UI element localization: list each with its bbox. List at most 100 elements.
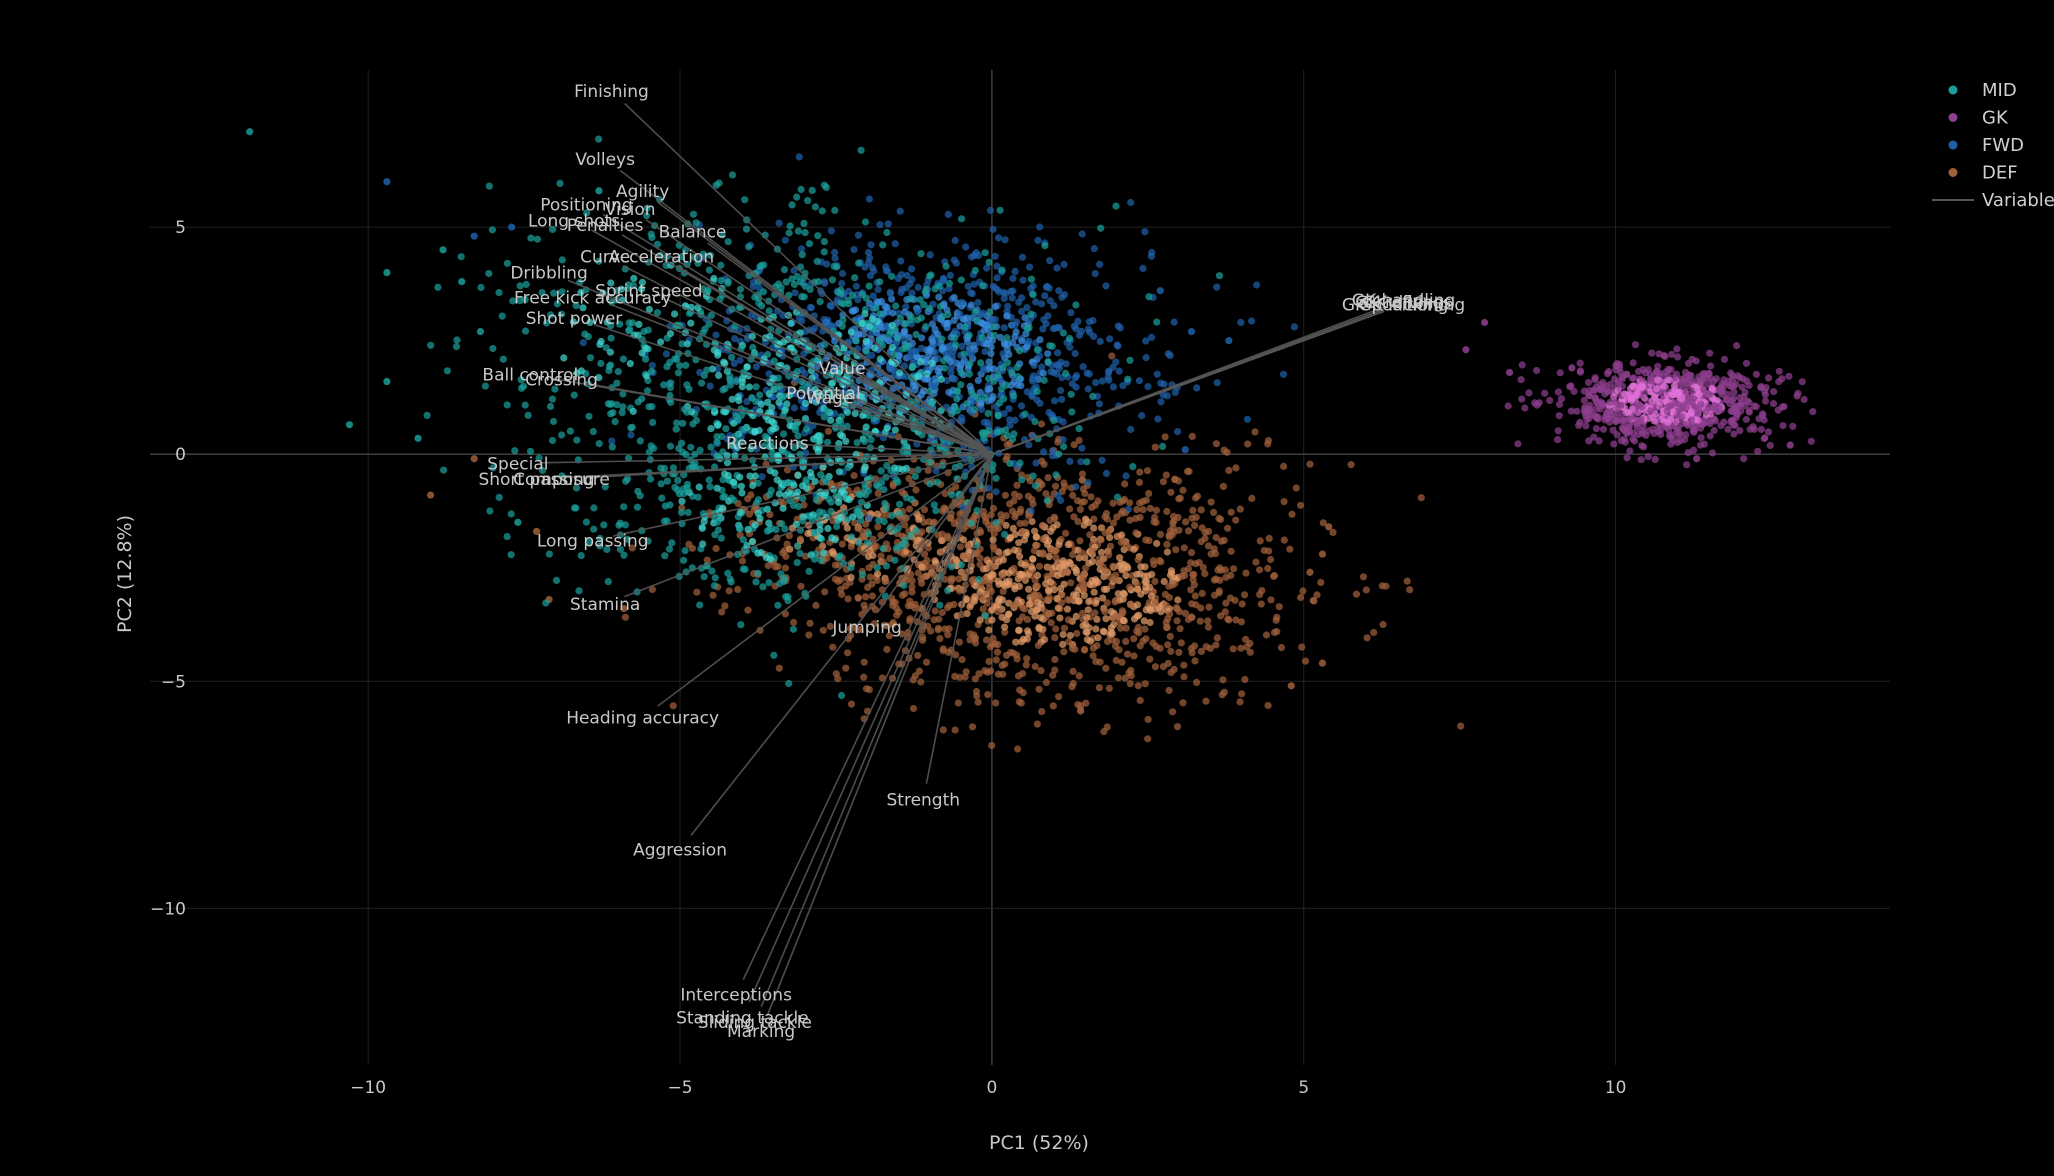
point-def (1156, 530, 1165, 539)
point-mid (1126, 356, 1134, 364)
point-def (966, 630, 974, 638)
point-gk (1742, 359, 1751, 367)
point-mid (986, 308, 994, 316)
point-gk (1555, 412, 1563, 420)
vector-label-wage: Wage (806, 388, 853, 408)
point-fwd (1098, 377, 1106, 385)
point-fwd (798, 317, 806, 325)
point-mid (797, 185, 805, 193)
point-mid (739, 565, 747, 573)
point-mid (892, 476, 901, 484)
point-def (1020, 635, 1028, 643)
point-fwd (851, 306, 860, 314)
point-mid (836, 552, 844, 560)
point-def (1038, 521, 1046, 530)
vector-balance (707, 242, 993, 455)
point-def (1221, 608, 1229, 616)
point-def (1018, 528, 1026, 536)
point-fwd (1085, 318, 1093, 326)
legend-item-mid[interactable]: MID (1948, 80, 2017, 101)
point-gk (1518, 395, 1526, 403)
vector-label-ball-control: Ball control (482, 366, 578, 386)
point-fwd (1034, 236, 1042, 244)
point-fwd (1113, 341, 1121, 349)
point-gk (1650, 429, 1658, 437)
point-mid (781, 407, 789, 415)
point-def (1153, 539, 1161, 548)
point-def (1352, 590, 1361, 598)
point-fwd (906, 353, 914, 361)
point-mid (1008, 368, 1016, 376)
point-mid (713, 484, 721, 492)
point-mid (788, 201, 796, 209)
point-def (951, 726, 959, 734)
point-def (950, 600, 958, 609)
point-gk (1638, 427, 1647, 435)
point-mid (657, 338, 665, 346)
point-def (1252, 558, 1260, 566)
point-mid (981, 249, 989, 257)
point-def (709, 591, 717, 599)
point-def (1202, 697, 1210, 705)
point-def (972, 687, 981, 696)
point-fwd (901, 308, 909, 316)
point-mid (618, 409, 626, 417)
point-mid (765, 579, 773, 587)
point-def (964, 541, 972, 550)
point-gk (1757, 425, 1765, 433)
point-mid (786, 222, 794, 230)
point-mid (520, 382, 528, 390)
point-mid (998, 266, 1006, 274)
legend-label: MID (1982, 80, 2017, 101)
point-mid (800, 219, 808, 227)
point-fwd (951, 327, 959, 335)
point-mid (700, 573, 708, 581)
point-def (1188, 514, 1196, 522)
point-def (1110, 621, 1118, 629)
point-fwd (966, 382, 974, 390)
point-fwd (1006, 416, 1014, 424)
point-def (1378, 582, 1386, 590)
point-fwd (1005, 350, 1013, 358)
point-fwd (903, 271, 911, 280)
point-def (1210, 545, 1218, 553)
point-mid (907, 316, 915, 324)
point-mid (509, 297, 517, 305)
point-def (939, 726, 947, 734)
point-mid (974, 394, 982, 402)
point-def (1164, 641, 1172, 649)
point-fwd (791, 390, 799, 398)
point-mid (738, 489, 746, 497)
point-def (1067, 579, 1075, 587)
point-fwd (934, 367, 942, 375)
point-mid (785, 679, 793, 688)
point-mid (521, 296, 529, 304)
point-def (1100, 573, 1108, 581)
point-mid (710, 274, 718, 283)
point-mid (745, 383, 753, 391)
point-def (1362, 586, 1370, 594)
point-def (1066, 505, 1074, 513)
legend-item-gk[interactable]: GK (1948, 108, 2009, 129)
point-mid (737, 482, 746, 490)
point-def (1165, 533, 1173, 541)
legend-item-def[interactable]: DEF (1948, 163, 2018, 184)
point-fwd (798, 394, 807, 402)
point-mid (678, 497, 686, 505)
point-def (1317, 578, 1325, 587)
point-gk (1604, 408, 1612, 416)
legend-item-variables[interactable]: Variables (1932, 190, 2054, 211)
point-gk (1610, 375, 1619, 383)
point-mid (888, 272, 896, 280)
point-mid (856, 392, 864, 400)
point-mid (848, 533, 856, 541)
point-fwd (964, 282, 972, 290)
point-def (745, 510, 754, 518)
point-fwd (920, 375, 929, 383)
point-mid (798, 457, 806, 466)
point-def (1052, 482, 1060, 490)
legend-item-fwd[interactable]: FWD (1948, 135, 2025, 156)
point-gk (1730, 404, 1738, 412)
point-def (1015, 582, 1024, 591)
point-def (1044, 537, 1053, 545)
